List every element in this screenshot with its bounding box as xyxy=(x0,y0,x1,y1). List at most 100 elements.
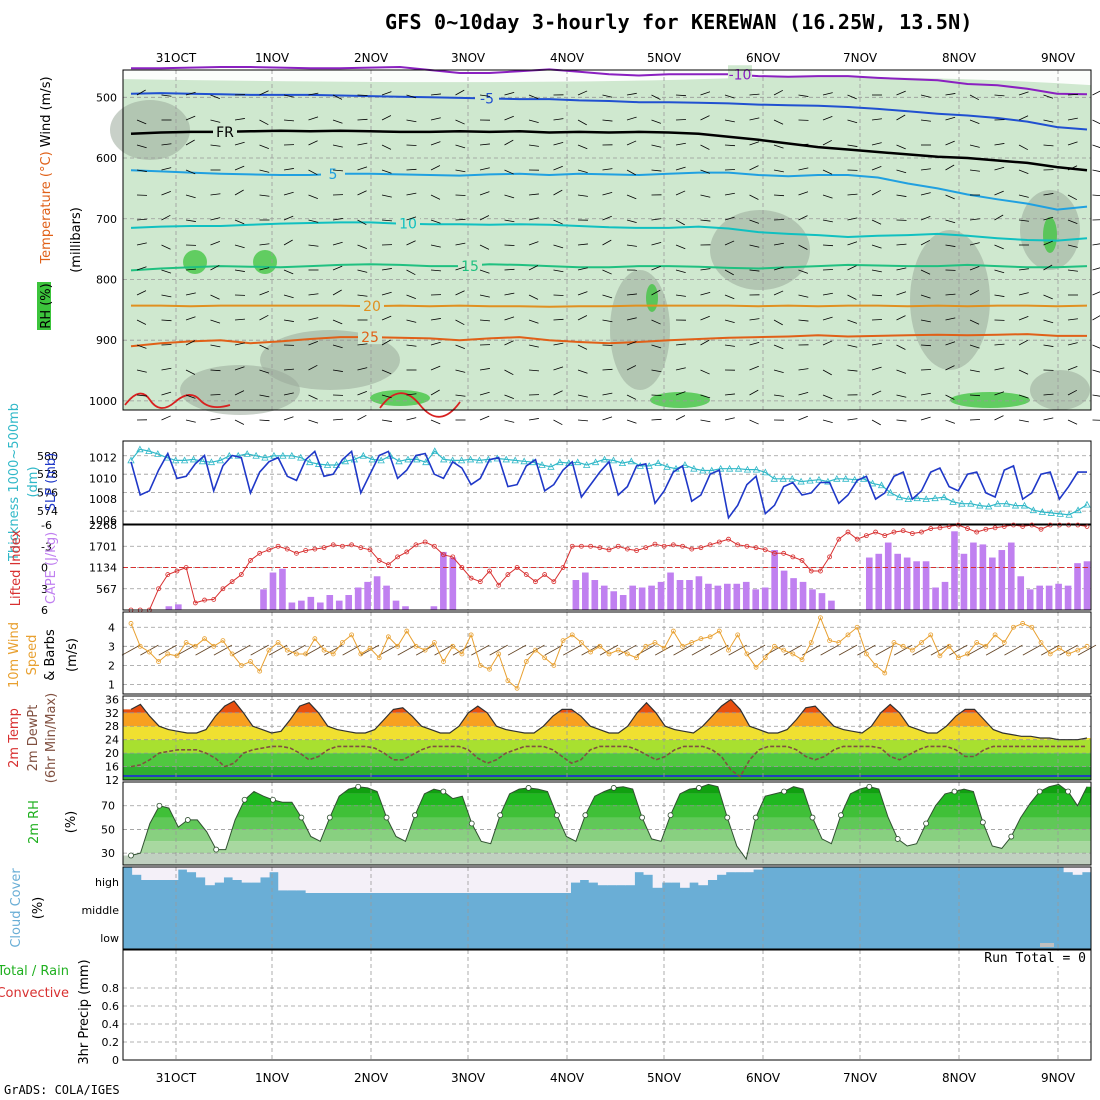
high-cloud-gap xyxy=(734,867,745,873)
wind-barb xyxy=(773,194,785,197)
thickness-point xyxy=(1002,499,1011,507)
wind-barb xyxy=(994,367,1005,371)
isotherm-label-bg xyxy=(396,214,420,231)
wind-barb xyxy=(602,392,613,396)
wind-barb xyxy=(1043,393,1054,396)
wind-barb xyxy=(406,294,416,299)
wind-speed-point xyxy=(726,647,731,653)
lifted-index-axis-label: Lifted Index xyxy=(9,529,24,606)
wind-barb xyxy=(504,292,515,296)
wind-barb xyxy=(969,419,981,421)
cape-bar xyxy=(402,606,409,610)
high-cloud-gap xyxy=(150,867,161,880)
wind-barb xyxy=(161,294,172,298)
wind-barb xyxy=(920,94,931,98)
cape-bar xyxy=(288,602,296,610)
thickness-point xyxy=(252,451,260,459)
wind-barb xyxy=(259,194,270,197)
rh-point xyxy=(241,796,248,803)
wind-barb xyxy=(847,241,858,246)
high-cloud-gap xyxy=(725,867,736,873)
wind-barb xyxy=(700,194,711,198)
wind-speed-point xyxy=(487,666,492,672)
wind-barb xyxy=(161,319,172,322)
wind-barb xyxy=(675,166,686,171)
wind-barb xyxy=(259,243,270,246)
wind-barb xyxy=(455,394,466,397)
isotherm-label: 20 xyxy=(363,299,381,315)
cape-bar xyxy=(922,561,930,610)
wind-barb xyxy=(626,341,637,346)
wind-barb xyxy=(332,265,343,271)
temp-axis-label: 2m Temp xyxy=(7,708,22,768)
wind-barb xyxy=(618,644,637,656)
rh-point xyxy=(412,812,418,819)
cape-bar xyxy=(449,557,457,610)
cloud-axis-label: Cloud Cover xyxy=(9,868,24,948)
wind-barb xyxy=(1041,644,1060,656)
wind-barb xyxy=(185,115,196,121)
wind-barb xyxy=(210,193,221,196)
wind-speed-point xyxy=(680,643,685,649)
thickness-point xyxy=(171,456,180,464)
wind-barb xyxy=(651,369,662,373)
wind-speed-point xyxy=(569,632,575,638)
rh-point xyxy=(667,812,674,819)
high-cloud-gap xyxy=(552,867,562,893)
wind-barb xyxy=(577,315,588,321)
rh2m-axis-label: 2m RH xyxy=(27,800,42,844)
wind-speed-point xyxy=(1029,624,1035,630)
wind-barb xyxy=(381,115,392,121)
thickness-point xyxy=(404,455,412,463)
thickness-point xyxy=(681,461,689,468)
cape-bar xyxy=(364,581,371,610)
cape-bar xyxy=(298,600,305,610)
wind-barb xyxy=(1092,344,1100,349)
wind-barb xyxy=(308,116,319,121)
wind-barb xyxy=(381,194,392,198)
wind-barb xyxy=(773,319,783,326)
wind-barb xyxy=(798,94,809,97)
wind-barb xyxy=(896,344,906,350)
y-tick-precip: 0 xyxy=(112,1054,119,1067)
wind-barb xyxy=(773,369,784,373)
wind-barb xyxy=(528,119,539,123)
isotherm-line xyxy=(130,263,1088,272)
wind-barb xyxy=(234,318,245,321)
wind-barb xyxy=(847,94,857,100)
wind-speed-point xyxy=(946,643,952,649)
cape-bar xyxy=(742,581,750,610)
wind-barb xyxy=(691,644,711,656)
wind-barb xyxy=(700,115,710,121)
pressure-axis-label-part: (millibars) xyxy=(69,207,84,273)
wind-barbs-axis-label-part: & Barbs xyxy=(43,629,58,681)
lifted-index-point xyxy=(459,565,465,570)
wind-barb xyxy=(308,394,318,400)
y-tick-precip: 0.6 xyxy=(102,1000,120,1013)
wind-barb xyxy=(234,165,245,171)
wind-barb xyxy=(332,169,343,172)
thickness-point xyxy=(136,445,144,453)
lifted-index-point xyxy=(900,528,906,534)
wind-barb xyxy=(283,319,294,322)
wind-speed-point xyxy=(634,655,639,661)
wind-speed-point xyxy=(404,628,410,634)
wind-speed-point xyxy=(284,647,290,653)
lifted-index-point xyxy=(680,543,685,549)
wind-barb xyxy=(479,415,490,421)
isotherm-label-bg xyxy=(458,257,482,274)
wind-barb xyxy=(342,644,361,656)
rh-legend-swatch xyxy=(37,282,51,330)
wind-barb xyxy=(1018,91,1029,96)
date-label-top: 5NOV xyxy=(647,51,682,65)
wind-speed-point xyxy=(854,624,860,630)
temp-wind-axis-label-part: Temperature (°C) xyxy=(39,151,54,264)
thickness-axis-label: Thickness 1000~500mb xyxy=(7,403,22,562)
wind-barb xyxy=(185,194,196,199)
y-tick-pressure: 700 xyxy=(96,213,117,226)
wind-barb xyxy=(406,344,417,347)
lifted-index-point xyxy=(643,545,649,551)
thickness-point xyxy=(949,498,957,505)
cape-bar xyxy=(894,553,902,610)
lifted-index-point xyxy=(367,547,373,553)
